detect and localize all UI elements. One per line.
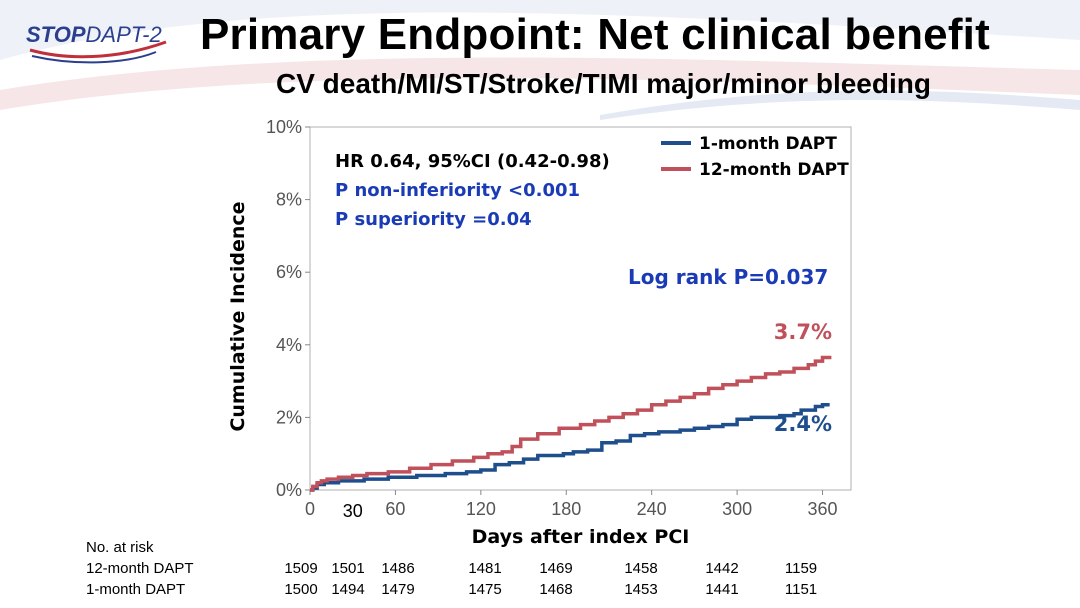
p-noninferiority-annotation: P non-inferiority <0.001 [335, 180, 580, 201]
legend-label: 1-month DAPT [699, 134, 837, 154]
x-axis-label: Days after index PCI [472, 526, 690, 548]
at-risk-value: 1441 [705, 581, 739, 598]
at-risk-row-label-12m: 12-month DAPT [86, 560, 194, 577]
y-tick-label: 8% [276, 190, 302, 210]
background-swoosh [0, 0, 1080, 120]
end-label-1-month: 2.4% [774, 412, 832, 436]
at-risk-value: 1486 [381, 560, 415, 577]
y-axis-label: Cumulative Incidence [227, 201, 249, 431]
y-tick-label: 10% [266, 117, 302, 137]
end-label-12-month: 3.7% [774, 320, 832, 344]
series-line-12-month [310, 355, 832, 492]
legend-label: 12-month DAPT [699, 160, 849, 180]
stopdapt-logo: STOPDAPT-2 [26, 20, 196, 64]
at-risk-value: 1479 [381, 581, 415, 598]
x-tick-label-30: 30 [343, 501, 363, 521]
page-subtitle: CV death/MI/ST/Stroke/TIMI major/minor b… [276, 68, 931, 99]
x-tick-label: 360 [808, 499, 838, 519]
y-tick-label: 2% [276, 407, 302, 427]
at-risk-value: 1159 [784, 560, 818, 577]
at-risk-value: 1494 [331, 581, 365, 598]
p-superiority-annotation: P superiority =0.04 [335, 209, 532, 230]
at-risk-value: 1475 [468, 581, 502, 598]
at-risk-value: 1500 [284, 581, 318, 598]
at-risk-value: 1151 [784, 581, 818, 598]
at-risk-value: 1501 [331, 560, 365, 577]
x-tick-label: 180 [551, 499, 581, 519]
at-risk-value: 1469 [539, 560, 573, 577]
at-risk-row-label-1m: 1-month DAPT [86, 581, 186, 598]
series-line-1-month [310, 402, 830, 492]
at-risk-header: No. at risk [86, 539, 154, 556]
x-tick-label: 240 [637, 499, 667, 519]
logo-swoosh-icon [29, 40, 167, 64]
at-risk-value: 1458 [624, 560, 658, 577]
at-risk-value: 1453 [624, 581, 658, 598]
x-tick-label: 0 [305, 499, 315, 519]
y-tick-label: 6% [276, 262, 302, 282]
x-tick-label: 120 [466, 499, 496, 519]
logo-stop-text: STOP [26, 22, 86, 47]
logo-dapt-text: DAPT-2 [85, 22, 162, 47]
plot-frame [309, 126, 852, 491]
hr-annotation: HR 0.64, 95%CI (0.42-0.98) [335, 151, 610, 172]
at-risk-value: 1468 [539, 581, 573, 598]
page-title: Primary Endpoint: Net clinical benefit [200, 10, 990, 59]
at-risk-value: 1481 [468, 560, 502, 577]
at-risk-value: 1442 [705, 560, 739, 577]
x-tick-label: 60 [385, 499, 405, 519]
y-tick-label: 0% [276, 480, 302, 500]
logrank-annotation: Log rank P=0.037 [628, 265, 828, 289]
at-risk-value: 1509 [284, 560, 318, 577]
x-tick-label: 300 [722, 499, 752, 519]
y-tick-label: 4% [276, 335, 302, 355]
